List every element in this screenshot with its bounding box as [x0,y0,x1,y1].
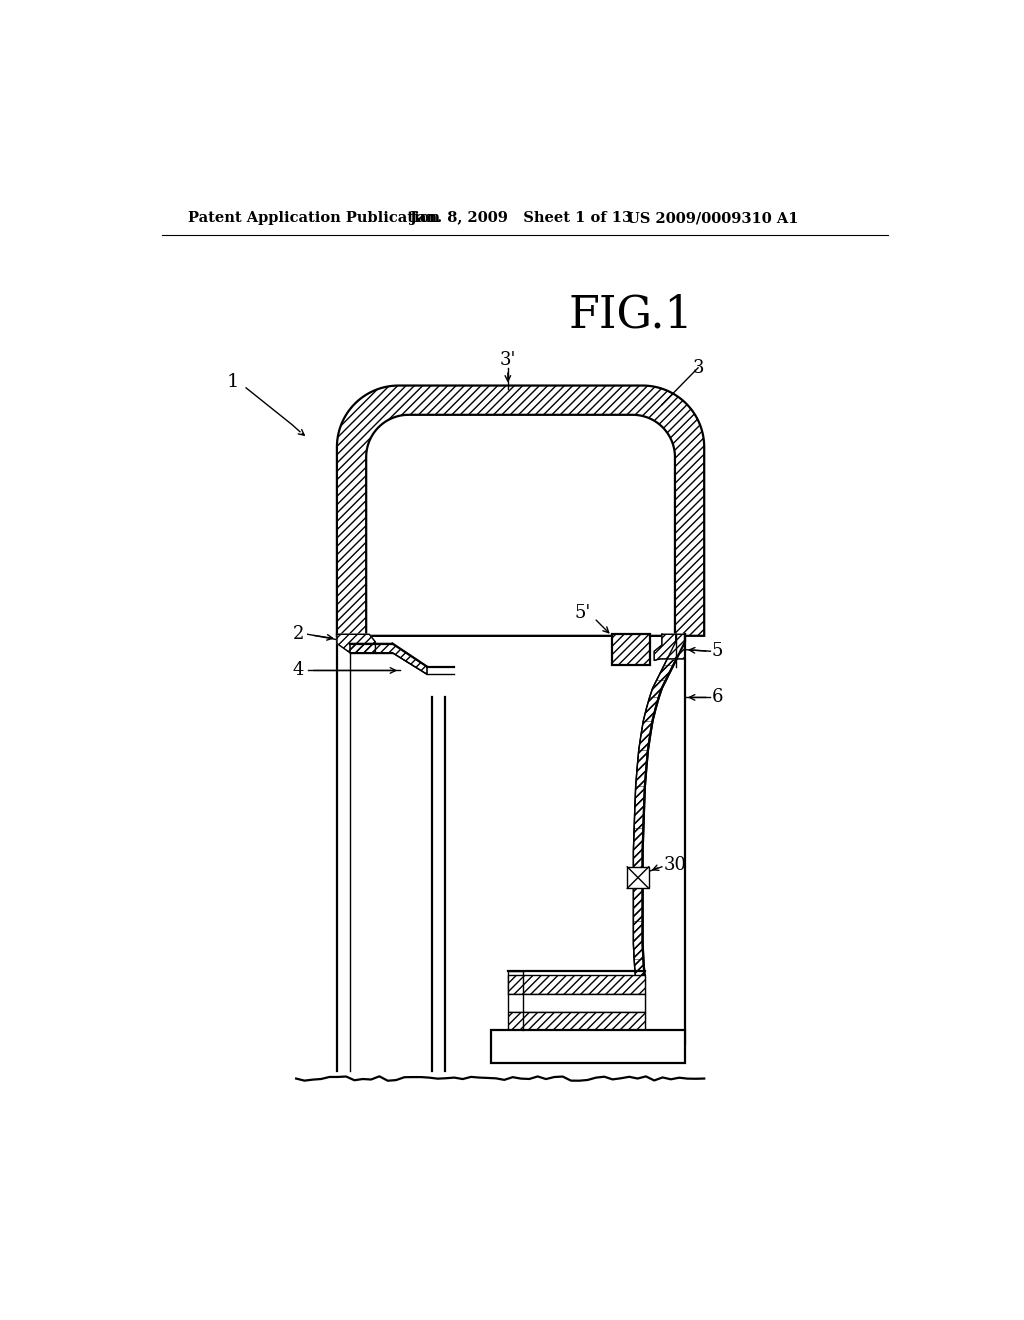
Text: 3': 3' [500,351,516,370]
Text: FIG.1: FIG.1 [568,293,693,337]
Text: 1: 1 [226,372,240,391]
Polygon shape [337,385,705,636]
Text: 2: 2 [293,626,304,643]
Polygon shape [367,414,675,636]
Text: 4: 4 [293,661,304,680]
Text: Patent Application Publication: Patent Application Publication [188,211,440,226]
Text: 5': 5' [574,603,591,622]
Text: 5: 5 [712,643,723,660]
Text: US 2009/0009310 A1: US 2009/0009310 A1 [628,211,799,226]
Polygon shape [611,635,650,665]
Polygon shape [337,635,376,653]
Text: Jan. 8, 2009   Sheet 1 of 13: Jan. 8, 2009 Sheet 1 of 13 [410,211,632,226]
Polygon shape [508,994,645,1011]
Polygon shape [508,974,645,994]
Polygon shape [654,635,685,660]
Text: 6: 6 [712,689,723,706]
Polygon shape [628,867,649,888]
Polygon shape [634,635,685,1036]
Polygon shape [508,1011,645,1030]
Text: 30: 30 [664,857,686,874]
Polygon shape [490,1030,685,1063]
Text: 3: 3 [692,359,705,376]
